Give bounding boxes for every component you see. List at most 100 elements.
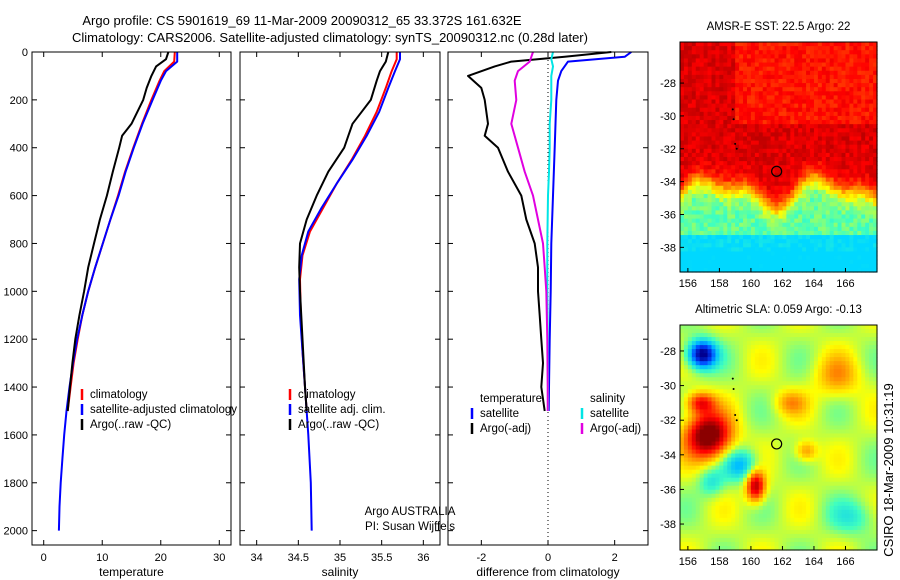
sst-map-cell: [794, 267, 799, 273]
sla-map-cell: [794, 377, 799, 382]
sst-map-cell: [707, 124, 713, 129]
sst-map-cell: [798, 230, 803, 236]
sst-map-cell: [687, 173, 693, 179]
sst-map-cell: [845, 161, 851, 166]
sst-map-cell: [758, 169, 764, 175]
sla-map-cell: [735, 413, 740, 419]
sla-map-cell: [691, 325, 697, 330]
sst-map-cell: [841, 189, 847, 195]
sst-map-cell: [806, 202, 811, 207]
sst-map-cell: [727, 181, 732, 187]
sla-map-cell: [782, 421, 787, 427]
sla-map-cell: [746, 341, 752, 346]
sst-map-cell: [794, 185, 799, 191]
sst-map-cell: [766, 99, 772, 105]
sla-map-cell: [810, 453, 815, 459]
sla-map-cell: [798, 349, 803, 354]
salinity-xtick-label-4: 36: [417, 552, 429, 564]
sla-map-cell: [758, 429, 764, 435]
sla-map-cell: [750, 469, 756, 475]
sst-map-cell: [810, 263, 815, 269]
sla-map-cell: [707, 545, 713, 551]
sst-map-cell: [743, 185, 748, 191]
sla-map-cell: [731, 373, 736, 378]
sst-map-cell: [794, 235, 799, 240]
sst-map-cell: [774, 259, 780, 265]
sla-map-cell: [703, 361, 709, 366]
sla-map-cell: [723, 361, 728, 366]
sla-map-cell: [790, 449, 795, 455]
sla-map-cell: [794, 465, 799, 471]
sst-map-cell: [770, 193, 776, 199]
sst-map-cell: [865, 107, 870, 113]
sst-map-cell: [861, 144, 866, 150]
sla-map-cell: [774, 541, 780, 547]
sla-map-cell: [762, 509, 768, 515]
sst-map-cell: [735, 247, 740, 253]
sst-map-cell: [810, 124, 815, 129]
sst-map-cell: [810, 259, 815, 265]
sst-map-cell: [810, 74, 815, 80]
sla-map-cell: [719, 525, 724, 531]
sst-map-cell: [817, 165, 823, 170]
sst-map-cell: [691, 161, 697, 166]
sst-map-cell: [778, 111, 784, 117]
sst-map-cell: [802, 259, 807, 265]
sla-map-cell: [731, 501, 736, 507]
sla-map-cell: [739, 457, 744, 463]
sst-map-cell: [723, 132, 728, 138]
sla-map-cell: [790, 417, 795, 423]
sst-map-cell: [746, 222, 752, 228]
sst-map-cell: [711, 99, 717, 105]
sla-map-cell: [778, 481, 784, 487]
sla-map-cell: [691, 505, 697, 511]
sst-map-cell: [865, 46, 870, 51]
sla-map-cell: [699, 445, 705, 451]
sst-map-cell: [727, 185, 732, 191]
sla-map-cell: [715, 521, 720, 527]
sst-map-cell: [798, 148, 803, 154]
sst-map-cell: [707, 235, 713, 240]
sla-map-cell: [746, 365, 752, 370]
sst-map-cell: [727, 189, 732, 195]
sst-map-cell: [766, 128, 772, 133]
sst-map-cell: [750, 46, 756, 51]
sst-map-cell: [699, 239, 705, 244]
sla-map-cell: [782, 425, 787, 431]
sst-map-cell: [707, 255, 713, 261]
sla-map-cell: [699, 421, 705, 427]
sst-map-cell: [857, 111, 862, 117]
sla-map-cell: [766, 341, 772, 346]
sst-map-cell: [873, 222, 878, 228]
sst-map-cell: [719, 46, 724, 51]
sla-map-cell: [719, 489, 724, 495]
sst-map-cell: [802, 189, 807, 195]
sst-map-cell: [683, 202, 689, 207]
sst-map-cell: [821, 230, 827, 236]
sla-map-cell: [727, 489, 732, 495]
sst-map-cell: [817, 83, 823, 88]
sla-map-cell: [703, 473, 709, 479]
sst-map-cell: [750, 267, 756, 273]
sst-map-cell: [711, 267, 717, 273]
sst-map-cell: [861, 120, 866, 125]
sla-map-cell: [790, 437, 795, 443]
sst-map-cell: [841, 267, 847, 273]
sst-map-cell: [798, 111, 803, 117]
sla-map-cell: [794, 513, 799, 519]
sst-map-cell: [825, 157, 831, 162]
sla-map-cell: [703, 541, 709, 547]
sla-map-cell: [798, 449, 803, 455]
sst-map-cell: [821, 103, 827, 109]
sla-map-cell: [802, 325, 807, 330]
sst-map-cell: [873, 267, 878, 273]
sla-map-cell: [782, 333, 787, 338]
sst-map-cell: [817, 226, 823, 232]
sst-map-cell: [786, 58, 791, 64]
sla-map-cell: [762, 429, 768, 435]
sst-map-cell: [782, 87, 787, 92]
sla-map-cell: [798, 497, 803, 503]
sst-map-cell: [687, 99, 693, 105]
sla-map-cell: [739, 465, 744, 471]
sst-map-cell: [798, 107, 803, 113]
